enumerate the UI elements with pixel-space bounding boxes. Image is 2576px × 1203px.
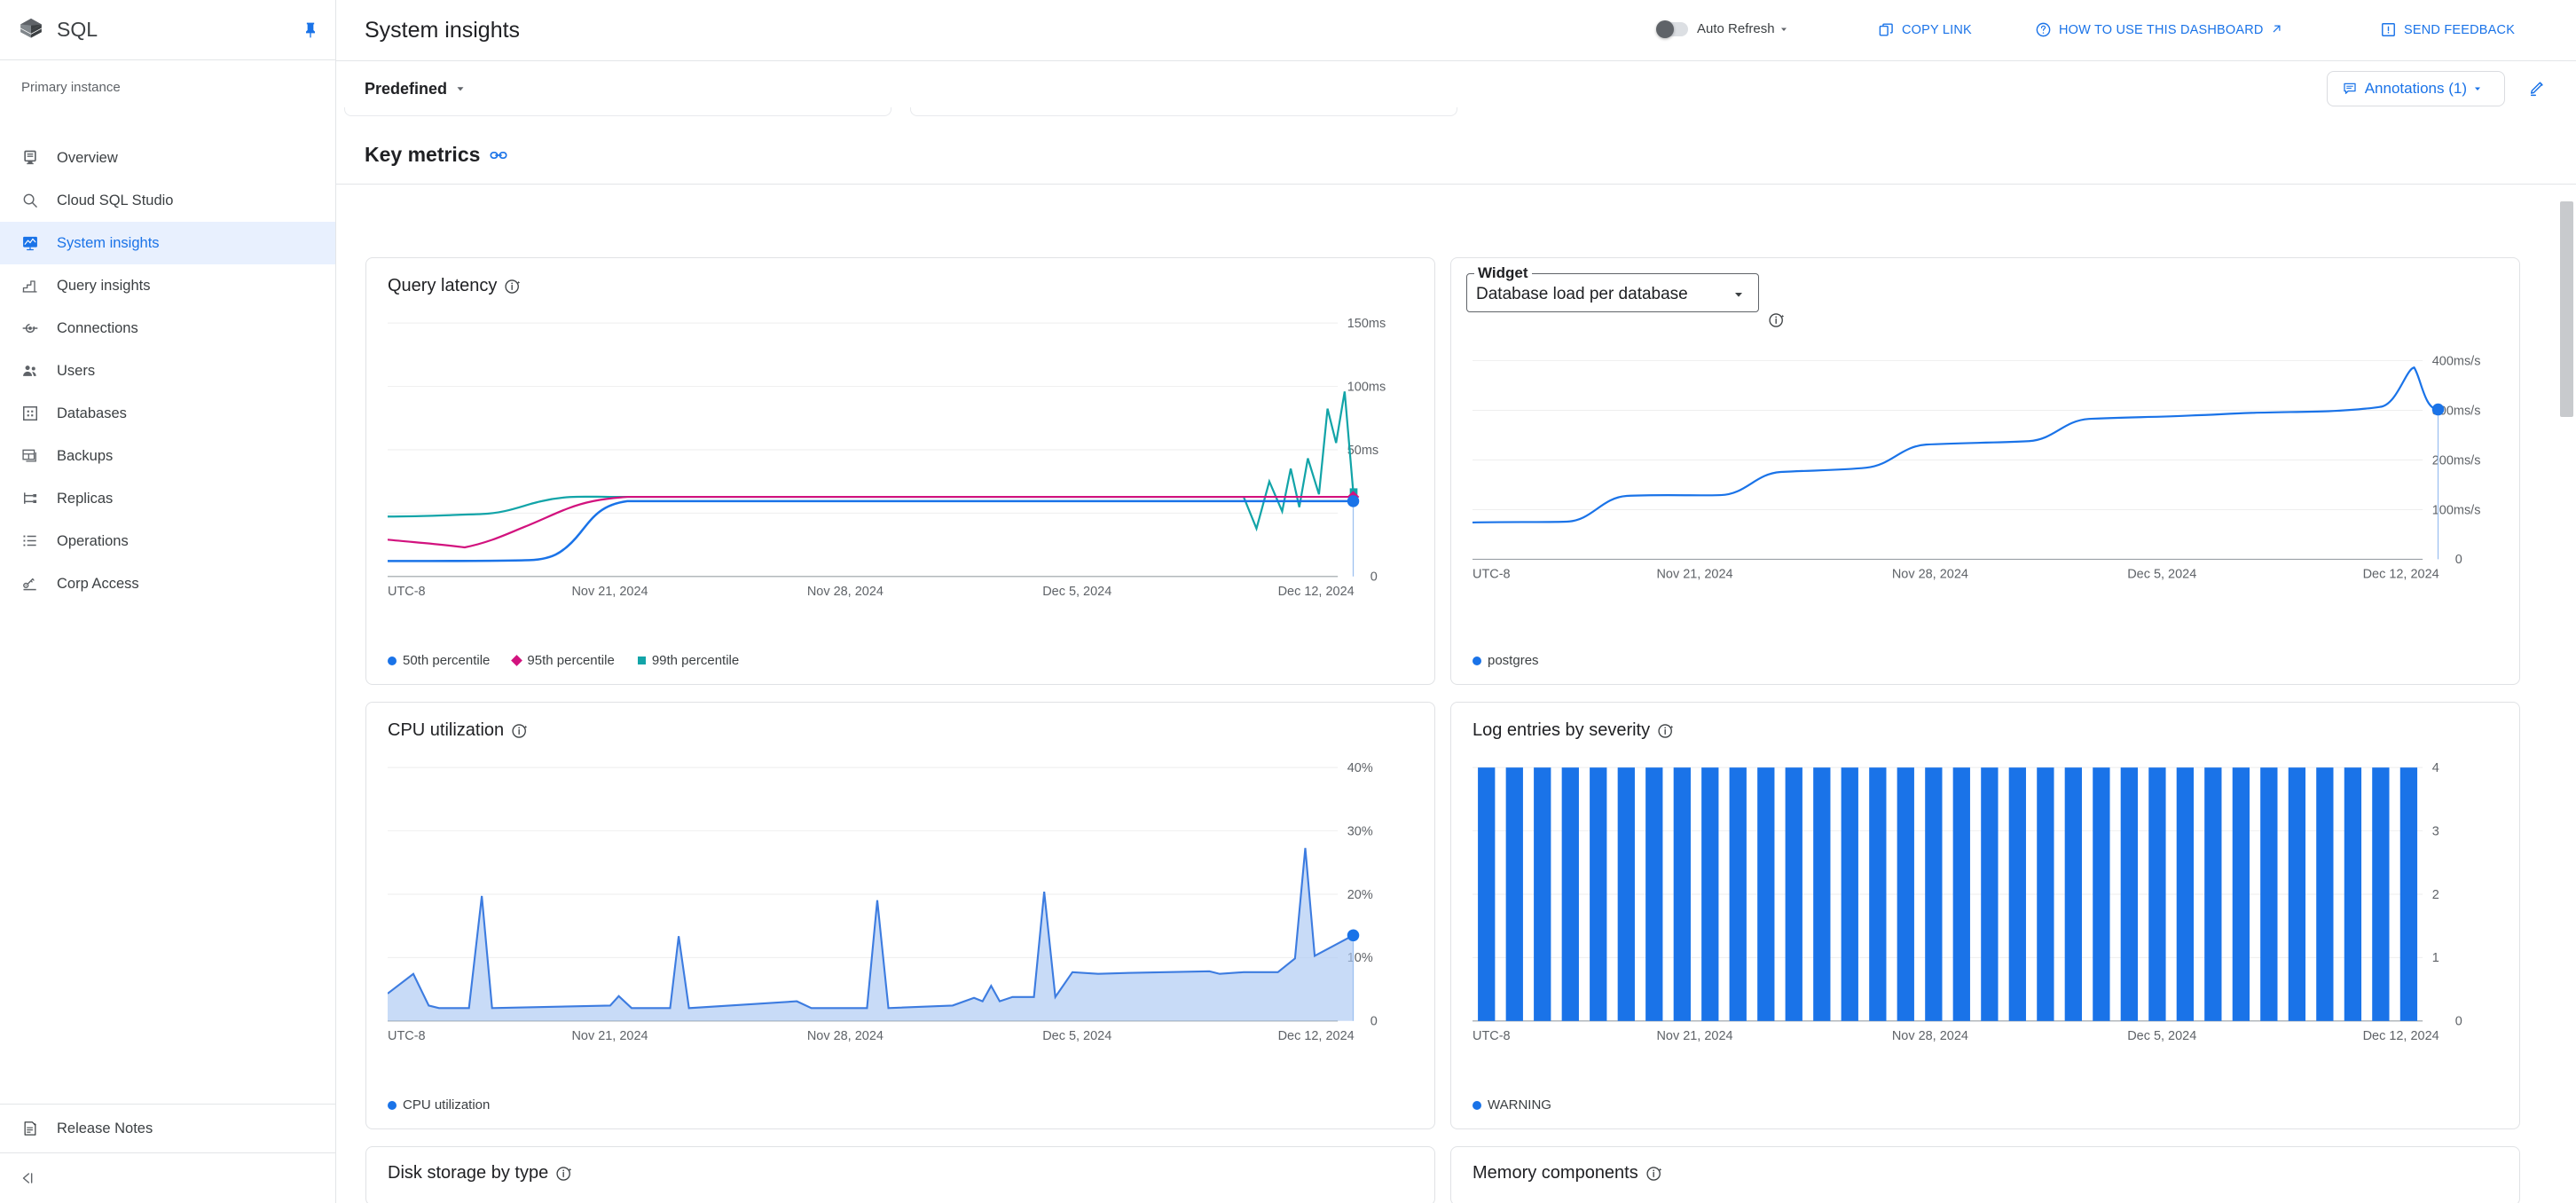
svg-text:Dec 5, 2024: Dec 5, 2024 — [1042, 585, 1111, 599]
svg-text:Nov 28, 2024: Nov 28, 2024 — [807, 585, 884, 599]
svg-text:Dec 12, 2024: Dec 12, 2024 — [1278, 585, 1355, 599]
svg-text:Nov 21, 2024: Nov 21, 2024 — [1656, 1029, 1732, 1043]
svg-text:20%: 20% — [1347, 888, 1373, 902]
svg-text:Dec 5, 2024: Dec 5, 2024 — [1042, 1029, 1111, 1043]
svg-text:Dec 12, 2024: Dec 12, 2024 — [1278, 1029, 1355, 1043]
svg-text:Dec 5, 2024: Dec 5, 2024 — [2127, 1029, 2196, 1043]
svg-text:0: 0 — [1370, 570, 1378, 585]
svg-text:200ms/s: 200ms/s — [2432, 453, 2481, 468]
svg-text:UTC-8: UTC-8 — [1473, 568, 1511, 582]
svg-text:50ms: 50ms — [1347, 444, 1378, 458]
svg-text:Nov 28, 2024: Nov 28, 2024 — [1892, 568, 1968, 582]
svg-text:UTC-8: UTC-8 — [1473, 1029, 1511, 1043]
svg-text:UTC-8: UTC-8 — [388, 585, 426, 599]
svg-text:0: 0 — [2455, 1015, 2462, 1029]
svg-text:1: 1 — [2432, 951, 2439, 965]
svg-text:100ms: 100ms — [1347, 380, 1386, 394]
svg-text:Nov 28, 2024: Nov 28, 2024 — [1892, 1029, 1968, 1043]
svg-text:Nov 21, 2024: Nov 21, 2024 — [571, 1029, 648, 1043]
svg-text:Dec 5, 2024: Dec 5, 2024 — [2127, 568, 2196, 582]
svg-text:150ms: 150ms — [1347, 317, 1386, 331]
svg-text:2: 2 — [2432, 888, 2439, 902]
svg-text:400ms/s: 400ms/s — [2432, 354, 2481, 368]
svg-text:3: 3 — [2432, 824, 2439, 838]
svg-text:30%: 30% — [1347, 824, 1373, 838]
svg-text:Dec 12, 2024: Dec 12, 2024 — [2363, 1029, 2439, 1043]
svg-text:Nov 21, 2024: Nov 21, 2024 — [571, 585, 648, 599]
svg-text:40%: 40% — [1347, 761, 1373, 775]
svg-text:4: 4 — [2432, 761, 2439, 775]
svg-text:0: 0 — [2455, 553, 2462, 567]
svg-text:UTC-8: UTC-8 — [388, 1029, 426, 1043]
svg-text:100ms/s: 100ms/s — [2432, 503, 2481, 517]
svg-text:Nov 21, 2024: Nov 21, 2024 — [1656, 568, 1732, 582]
svg-text:0: 0 — [1370, 1015, 1378, 1029]
svg-text:Nov 28, 2024: Nov 28, 2024 — [807, 1029, 884, 1043]
svg-text:Dec 12, 2024: Dec 12, 2024 — [2363, 568, 2439, 582]
